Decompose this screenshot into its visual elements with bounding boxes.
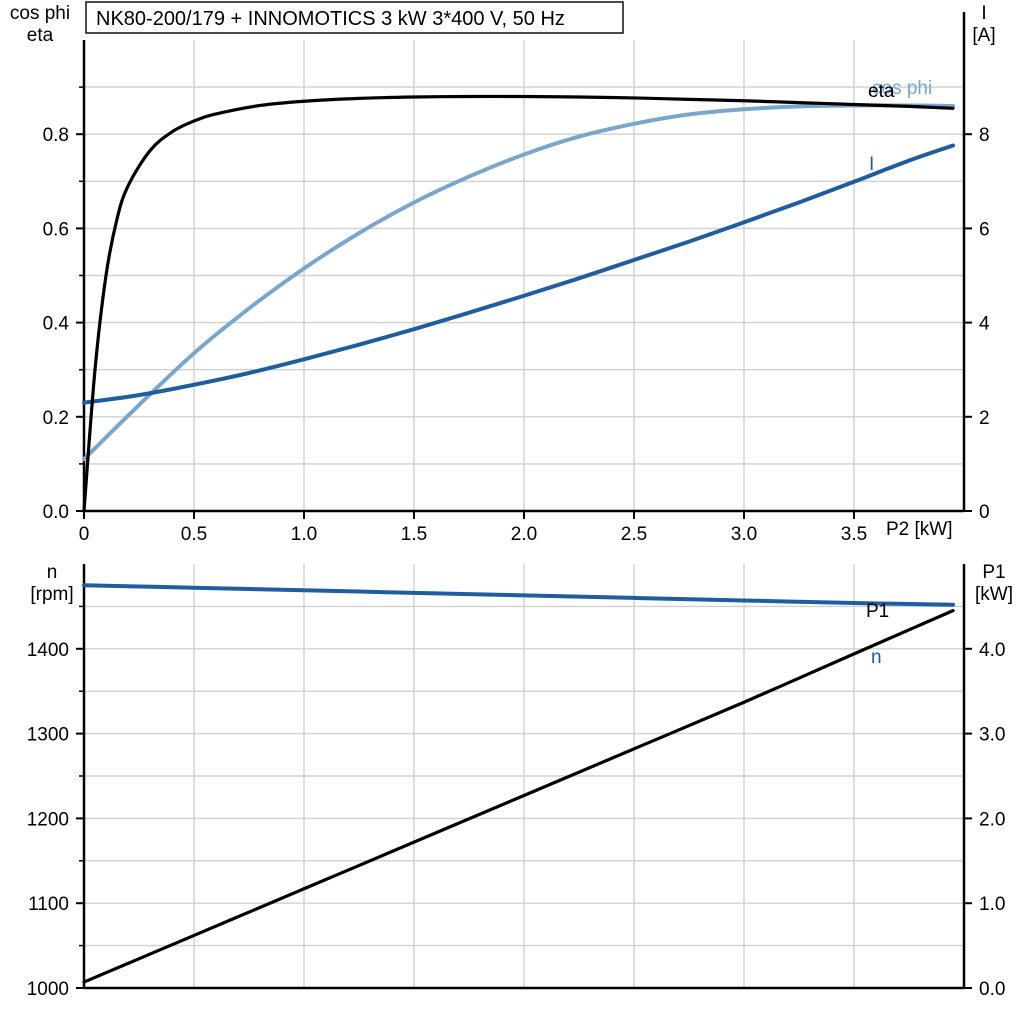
curve-label-p1: P1	[866, 601, 889, 622]
bottom-right-axis-title-line2: [kW]	[975, 584, 1013, 605]
top-right-tick-label: 6	[979, 219, 990, 240]
top-xtick-label: 3.0	[731, 524, 757, 545]
top-right-tick-label: 4	[979, 314, 990, 335]
curve-current	[82, 143, 955, 405]
bottom-chart: 1000 1100 1200 1300 1400 0.0 1.0 2.0 3.0 4.0 n [r…	[27, 562, 1013, 1000]
bottom-chart-gridlines	[84, 564, 964, 988]
bottom-right-tick-label: 0.0	[979, 979, 1005, 1000]
bottom-left-tick-label: 1300	[27, 725, 69, 746]
top-left-tick-label: 0.8	[43, 125, 69, 146]
bottom-right-tick-label: 2.0	[979, 809, 1005, 830]
curve-cos-phi	[82, 103, 955, 462]
top-right-tick-label: 0	[979, 502, 990, 523]
top-xtick-label: 2.5	[621, 524, 647, 545]
top-right-axis-title-line2: [A]	[972, 25, 995, 46]
title-box	[85, 1, 624, 34]
top-xtick-label: 0.5	[181, 524, 207, 545]
curve-eta	[82, 94, 955, 513]
top-right-tick-label: 8	[979, 125, 990, 146]
bottom-left-axis-title-line2: [rpm]	[30, 584, 73, 605]
bottom-left-tick-label: 1400	[27, 640, 69, 661]
top-xtick-label: 2.0	[511, 524, 537, 545]
chart-title: NK80-200/179 + INNOMOTICS 3 kW 3*400 V, …	[96, 8, 565, 30]
x-axis-title: P2 [kW]	[886, 519, 953, 540]
top-left-tick-label: 0.2	[43, 408, 69, 429]
bottom-right-tick-label: 4.0	[979, 640, 1005, 661]
top-right-axis-title-line1: I	[981, 3, 986, 24]
curve-p1	[82, 609, 955, 984]
top-chart: 0 0.5 1.0 1.5 2.0 2.5 3.0 3.5 0.0 0.2 0.4 0.6 0.8 0 2 4…	[10, 1, 996, 545]
bottom-right-tick-label: 1.0	[979, 894, 1005, 915]
curve-label-speed: n	[871, 647, 882, 668]
bottom-left-tick-label: 1000	[27, 979, 69, 1000]
curve-label-eta: eta	[868, 81, 895, 102]
bottom-left-tick-label: 1200	[27, 809, 69, 830]
bottom-chart-ticks: 1000 1100 1200 1300 1400 0.0 1.0 2.0 3.0 4.0	[27, 605, 1005, 1000]
top-xtick-label: 3.5	[841, 524, 867, 545]
bottom-right-tick-label: 3.0	[979, 725, 1005, 746]
curve-label-current: I	[869, 154, 874, 175]
top-left-axis-title-line2: eta	[27, 25, 54, 46]
bottom-right-axis-title-line1: P1	[982, 562, 1005, 583]
bottom-left-axis-title-line1: n	[47, 562, 58, 583]
top-left-tick-label: 0.6	[43, 219, 69, 240]
curve-speed	[82, 583, 955, 607]
top-left-tick-label: 0.4	[43, 314, 70, 335]
top-xtick-label: 1.0	[291, 524, 317, 545]
top-xtick-label: 0	[79, 524, 90, 545]
top-left-axis-title-line1: cos phi	[10, 3, 70, 24]
top-right-tick-label: 2	[979, 408, 990, 429]
top-left-tick-label: 0.0	[43, 502, 69, 523]
top-chart-gridlines	[84, 40, 964, 511]
top-chart-ticks: 0 0.5 1.0 1.5 2.0 2.5 3.0 3.5 0.0 0.2 0.4 0.6 0.8 0 2 4…	[43, 86, 990, 545]
curve-label-cos-phi: cos phi	[872, 78, 932, 99]
top-xtick-label: 1.5	[401, 524, 427, 545]
bottom-left-tick-label: 1100	[28, 894, 69, 915]
